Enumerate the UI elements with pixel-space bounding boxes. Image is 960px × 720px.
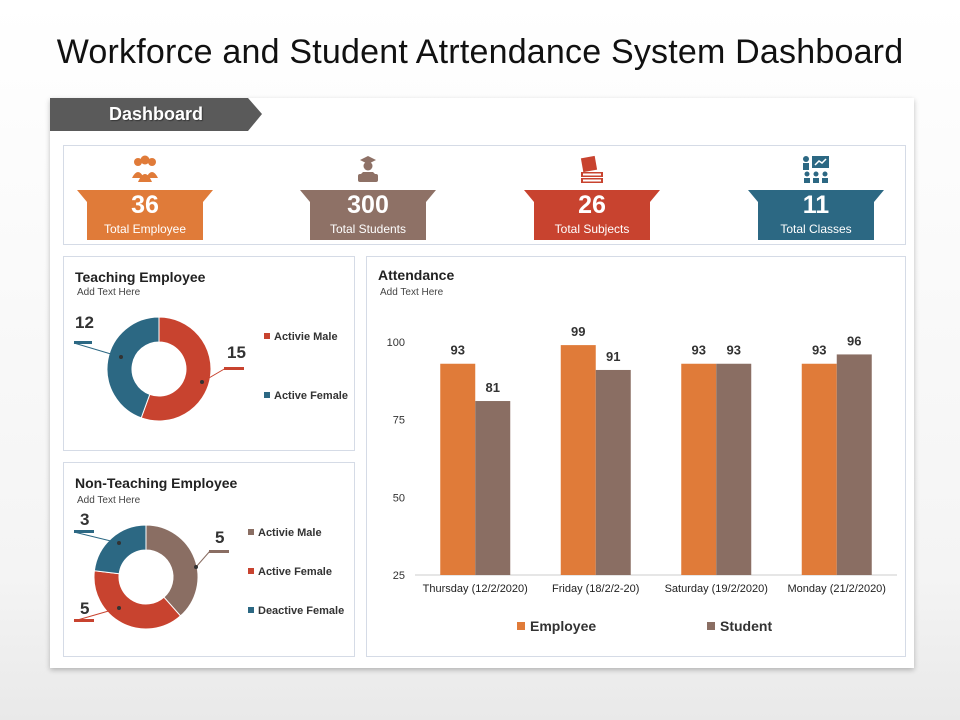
card-title: Attendance bbox=[378, 267, 455, 283]
leader-marker bbox=[224, 367, 244, 370]
stats-row: 36 Total Employee 300 Total Students bbox=[63, 145, 906, 245]
y-tick-label: 25 bbox=[393, 570, 405, 582]
bar-student-1[interactable] bbox=[595, 369, 631, 575]
attendance-card: Attendance Add Text Here 25 50 75 100 93 81 Th… bbox=[366, 256, 906, 657]
bar-data-label: 93 bbox=[451, 343, 465, 358]
stat-band bbox=[748, 190, 884, 240]
non-teaching-donut-chart bbox=[73, 524, 229, 630]
leader-line bbox=[195, 550, 211, 568]
stat-label: Total Employee bbox=[103, 222, 187, 236]
stat-label: Total Subjects bbox=[554, 222, 630, 236]
donut-value-active-female: 5 bbox=[80, 599, 90, 618]
leader-dot bbox=[117, 606, 121, 610]
donut-slice-activie-male[interactable] bbox=[140, 316, 212, 422]
leader-dot bbox=[117, 541, 121, 545]
donut-slice-active-female[interactable] bbox=[93, 570, 182, 630]
donut-value-deactive-female: 3 bbox=[80, 510, 90, 529]
teaching-donut-chart bbox=[73, 316, 244, 422]
donut-value-male: 15 bbox=[227, 343, 246, 362]
leader-marker bbox=[74, 619, 94, 622]
leader-line bbox=[73, 531, 120, 544]
x-tick-label: Saturday (19/2/2020) bbox=[665, 583, 768, 595]
legend-swatch-employee bbox=[517, 622, 525, 630]
donut-value-female: 12 bbox=[75, 313, 94, 332]
bar-student-3[interactable] bbox=[836, 354, 872, 575]
stat-card-subjects: 26 Total Subjects bbox=[524, 155, 660, 240]
leader-line bbox=[73, 607, 120, 622]
bar-data-label: 93 bbox=[727, 343, 741, 358]
legend-active-male: Activie Male bbox=[264, 331, 338, 343]
leader-line bbox=[73, 342, 122, 358]
leader-dot bbox=[119, 355, 123, 359]
bar-employee-3[interactable] bbox=[801, 363, 837, 575]
y-tick-label: 50 bbox=[393, 492, 405, 504]
y-tick-label: 100 bbox=[387, 337, 405, 349]
donut-slice-activie-male[interactable] bbox=[145, 524, 199, 617]
stat-value: 300 bbox=[347, 191, 389, 219]
x-tick-label: Friday (18/2/2-20) bbox=[552, 583, 639, 595]
stat-card-students: 300 Total Students bbox=[300, 156, 436, 240]
books-icon bbox=[580, 155, 603, 183]
bar-student-2[interactable] bbox=[716, 363, 752, 575]
non-teaching-employee-card: Non-Teaching Employee Add Text Here 3 5 … bbox=[63, 462, 355, 657]
stat-label: Total Students bbox=[329, 222, 407, 236]
dashboard-tab[interactable]: Dashboard bbox=[50, 98, 262, 131]
bar-data-label: 99 bbox=[571, 324, 585, 339]
stat-card-employees: 36 Total Employee bbox=[77, 155, 213, 240]
graduate-student-icon bbox=[358, 156, 378, 182]
teaching-employee-card: Teaching Employee Add Text Here 12 15 Ac… bbox=[63, 256, 355, 451]
card-title: Non-Teaching Employee bbox=[75, 475, 238, 491]
donut-slice-active-female[interactable] bbox=[106, 316, 160, 419]
attendance-bar-chart: 25 50 75 100 93 81 Thursday (12/2/2020) 99 91 Fri… bbox=[387, 324, 897, 634]
leader-marker bbox=[209, 550, 229, 553]
legend-active-female: Active Female bbox=[264, 390, 348, 402]
stat-value: 36 bbox=[131, 191, 159, 219]
bar-data-label: 96 bbox=[847, 333, 861, 348]
stat-band bbox=[300, 190, 436, 240]
y-tick-label: 75 bbox=[393, 415, 405, 427]
leader-marker bbox=[74, 530, 94, 533]
bar-data-label: 81 bbox=[486, 380, 500, 395]
page-title: Workforce and Student Atrtendance System… bbox=[56, 33, 904, 71]
bar-data-label: 93 bbox=[692, 343, 706, 358]
leader-marker bbox=[74, 341, 92, 344]
card-title: Teaching Employee bbox=[75, 269, 206, 285]
bar-employee-1[interactable] bbox=[560, 345, 596, 575]
leader-line bbox=[201, 367, 227, 383]
stat-band bbox=[77, 190, 213, 240]
bar-employee-0[interactable] bbox=[440, 363, 476, 575]
legend-active-male: Activie Male bbox=[248, 527, 322, 539]
bar-data-label: 91 bbox=[606, 349, 620, 364]
card-subtitle: Add Text Here bbox=[77, 495, 141, 506]
bar-employee-2[interactable] bbox=[681, 363, 717, 575]
legend-label-student: Student bbox=[720, 618, 772, 634]
legend-active-female: Active Female bbox=[248, 566, 332, 578]
card-subtitle: Add Text Here bbox=[77, 287, 141, 298]
leader-dot bbox=[200, 380, 204, 384]
bar-data-label: 93 bbox=[812, 343, 826, 358]
stat-value: 26 bbox=[578, 191, 606, 219]
donut-value-active-male: 5 bbox=[215, 528, 225, 547]
employees-icon bbox=[132, 155, 158, 182]
legend-swatch-student bbox=[707, 622, 715, 630]
donut-slice-deactive-female[interactable] bbox=[93, 524, 147, 575]
legend-label-employee: Employee bbox=[530, 618, 596, 634]
card-subtitle: Add Text Here bbox=[380, 287, 444, 298]
stat-value: 11 bbox=[802, 191, 830, 219]
stat-band bbox=[524, 190, 660, 240]
x-tick-label: Thursday (12/2/2020) bbox=[423, 583, 528, 595]
leader-dot bbox=[194, 565, 198, 569]
bar-student-0[interactable] bbox=[475, 401, 511, 575]
legend-deactive-female: Deactive Female bbox=[248, 605, 344, 617]
classroom-presentation-icon bbox=[803, 156, 829, 183]
dashboard-panel: Dashboard 36 Total Employee 300 Total St bbox=[50, 98, 914, 668]
stat-label: Total Classes bbox=[780, 222, 852, 236]
x-tick-label: Monday (21/2/2020) bbox=[788, 583, 886, 595]
stat-card-classes: 11 Total Classes bbox=[748, 156, 884, 240]
